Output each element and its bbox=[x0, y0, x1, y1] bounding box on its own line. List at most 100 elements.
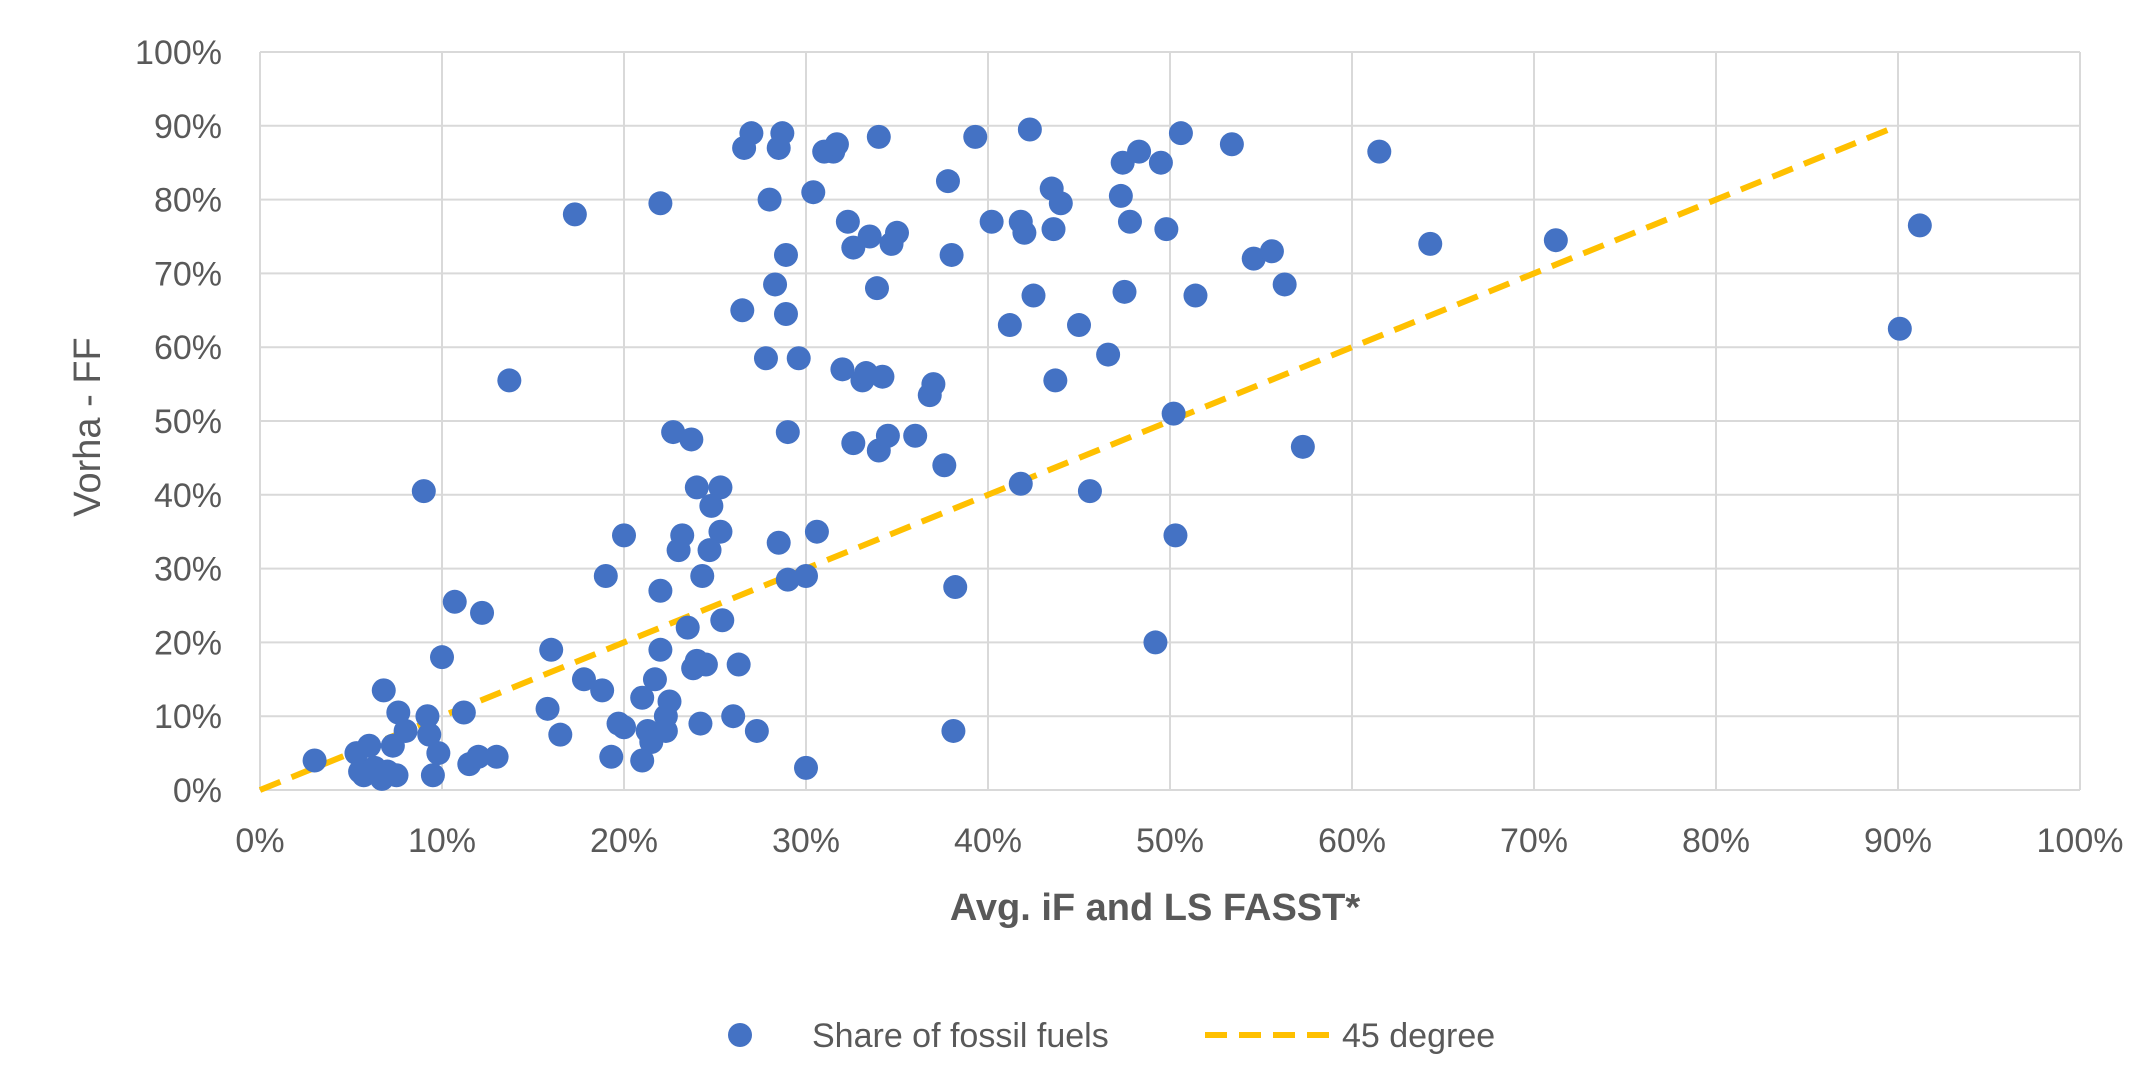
data-point bbox=[794, 563, 818, 588]
reference-line-45-degree bbox=[258, 123, 1900, 793]
data-point bbox=[1048, 191, 1073, 216]
legend-marker-points bbox=[728, 1023, 752, 1047]
data-point bbox=[710, 608, 735, 633]
data-point bbox=[766, 530, 791, 555]
data-point bbox=[857, 224, 882, 249]
data-point bbox=[1272, 272, 1297, 297]
data-point bbox=[415, 704, 440, 729]
data-point bbox=[539, 637, 564, 662]
data-point bbox=[939, 242, 964, 267]
x-tick-label: 30% bbox=[772, 822, 840, 860]
data-point bbox=[941, 718, 966, 743]
data-point bbox=[630, 685, 655, 710]
data-point bbox=[593, 563, 618, 588]
data-points bbox=[302, 117, 1932, 791]
legend-label-points: Share of fossil fuels bbox=[812, 1017, 1109, 1055]
data-point bbox=[932, 453, 957, 478]
data-point bbox=[1183, 283, 1208, 308]
data-point bbox=[1907, 213, 1932, 238]
x-tick-label: 10% bbox=[408, 822, 476, 860]
y-axis-title: Vorha - FF bbox=[67, 337, 109, 517]
data-point bbox=[648, 637, 673, 662]
data-point bbox=[426, 741, 451, 766]
data-point bbox=[979, 209, 1004, 234]
x-tick-label: 100% bbox=[2037, 822, 2124, 860]
data-point bbox=[1887, 316, 1912, 341]
data-point bbox=[699, 493, 724, 518]
data-point bbox=[484, 744, 509, 769]
data-point bbox=[417, 722, 442, 747]
data-point bbox=[963, 124, 988, 149]
data-point bbox=[1017, 117, 1042, 142]
data-point bbox=[773, 301, 798, 326]
data-point bbox=[470, 600, 495, 625]
data-point bbox=[1021, 283, 1046, 308]
data-point bbox=[302, 748, 327, 773]
data-point bbox=[1290, 434, 1315, 459]
x-tick-label: 20% bbox=[590, 822, 658, 860]
y-tick-label: 0% bbox=[173, 772, 222, 810]
y-tick-label: 20% bbox=[154, 624, 222, 662]
y-tick-label: 60% bbox=[154, 329, 222, 367]
data-point bbox=[775, 420, 800, 445]
y-tick-label: 40% bbox=[154, 477, 222, 515]
data-point bbox=[590, 678, 615, 703]
data-point bbox=[824, 132, 849, 157]
data-point bbox=[885, 220, 909, 245]
y-tick-label: 50% bbox=[154, 403, 222, 441]
data-point bbox=[935, 169, 960, 194]
data-point bbox=[1112, 279, 1137, 304]
data-point bbox=[997, 313, 1022, 338]
data-point bbox=[657, 689, 682, 714]
data-point bbox=[661, 420, 686, 445]
data-point bbox=[684, 475, 709, 500]
data-point bbox=[794, 755, 818, 780]
data-point bbox=[753, 346, 778, 371]
data-point bbox=[1143, 630, 1168, 655]
x-tick-label: 40% bbox=[954, 822, 1022, 860]
data-point bbox=[420, 763, 445, 788]
data-point bbox=[763, 272, 788, 297]
data-point bbox=[393, 718, 418, 743]
y-tick-label: 70% bbox=[154, 255, 222, 293]
data-point bbox=[726, 652, 751, 677]
data-point bbox=[1108, 183, 1133, 208]
data-point bbox=[386, 700, 411, 725]
data-point bbox=[697, 538, 722, 563]
data-point bbox=[739, 121, 764, 146]
data-point bbox=[775, 567, 800, 592]
data-point bbox=[1241, 246, 1266, 271]
data-point bbox=[430, 645, 454, 670]
y-tick-label: 10% bbox=[154, 698, 222, 736]
x-axis-ticks: 0% 10% 20% 30% 40% 50% 60% 70% 80% 90% 100% bbox=[235, 822, 2123, 860]
data-point bbox=[708, 475, 733, 500]
data-point bbox=[1012, 220, 1037, 245]
data-point bbox=[535, 696, 560, 721]
data-point bbox=[688, 711, 713, 736]
data-point bbox=[693, 652, 718, 677]
data-point bbox=[1077, 479, 1102, 504]
data-point bbox=[1096, 342, 1121, 367]
y-tick-label: 90% bbox=[154, 108, 222, 146]
data-point bbox=[1148, 150, 1173, 175]
data-point bbox=[870, 364, 895, 389]
data-point bbox=[773, 242, 798, 267]
data-point bbox=[1163, 523, 1188, 548]
data-point bbox=[721, 704, 746, 729]
reference-line-layer bbox=[258, 123, 1900, 793]
data-point bbox=[757, 187, 782, 212]
legend-label-line: 45 degree bbox=[1342, 1017, 1495, 1055]
x-tick-label: 90% bbox=[1864, 822, 1932, 860]
data-point bbox=[875, 423, 900, 448]
data-point bbox=[1041, 217, 1066, 242]
data-point bbox=[804, 519, 829, 544]
data-point bbox=[1161, 401, 1186, 426]
x-axis-title: Avg. iF and LS FASST* bbox=[950, 887, 1361, 929]
data-point bbox=[670, 523, 695, 548]
data-point bbox=[1367, 139, 1392, 164]
data-point bbox=[357, 733, 382, 758]
data-point bbox=[1067, 313, 1091, 338]
data-point bbox=[451, 700, 476, 725]
